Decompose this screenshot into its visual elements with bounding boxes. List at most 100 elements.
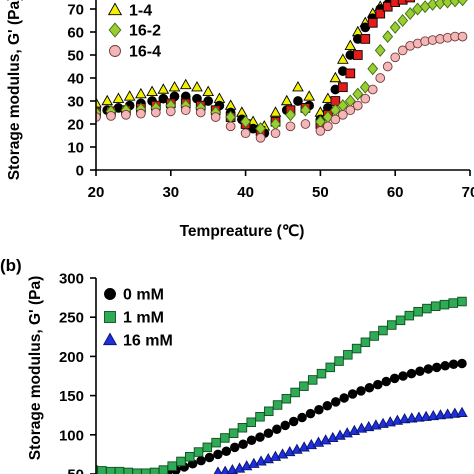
panel-a-point [397,45,408,56]
panel-b-point [221,446,232,457]
panel-a-point [404,7,416,21]
panel-a-point [345,68,356,79]
panel-a-point [337,82,348,93]
panel-b-point [343,350,353,360]
panel-a-y-tick-label: 20 [67,117,84,134]
panel-b-point [246,435,257,446]
panel-a-point [191,81,203,92]
panel-a-point [269,106,282,117]
panel-a-legend-marker [108,22,122,38]
panel-a-x-tick-label: 40 [237,184,254,201]
panel-a-y-tick-label: 60 [67,25,84,42]
panel-b-point [432,362,442,373]
panel-b-point [54,464,63,473]
panel-b-point [406,368,417,379]
panel-b-y-tick-label: 250 [59,310,84,327]
panel-b-y-tick-label: 150 [59,388,84,405]
panel-a-point [352,50,363,60]
panel-a-point [123,90,136,101]
panel-a-point [270,128,281,139]
panel-b-point [360,337,371,348]
panel-b-point [420,410,432,421]
panel-b-point [158,465,169,474]
panel-a-point [344,39,357,50]
panel-b-point [211,437,221,448]
panel-b-point [441,408,454,419]
panel-b-y-tick-label: 300 [59,271,84,288]
panel-b-point [264,406,274,417]
panel-a-legend: 1-4 16-2 16-4 [107,2,161,61]
panel-a-y-tick-label: 70 [67,2,84,19]
panel-b-point [398,413,411,424]
panel-a-legend-label: 16-2 [129,23,161,40]
panel-a-point [195,107,206,118]
panel-b-y-tick-label: 100 [59,427,84,444]
panel-a-x-tick-label: 50 [312,184,329,201]
panel-b-legend-marker [102,332,118,346]
panel-a-point [322,92,334,103]
panel-b-point [229,442,240,453]
panel-b-point [149,467,160,474]
panel-b-point [184,452,195,462]
panel-b-point [314,404,324,415]
panel-b-point [202,442,213,453]
panel-a-point [374,43,386,57]
panel-b-point [456,406,468,417]
panel-a-point [240,115,252,129]
panel-b-point [448,298,458,308]
panel-a-point [360,34,371,44]
panel-a-point [427,0,439,11]
panel-b-point [423,364,434,374]
panel-a-point [157,83,170,94]
panel-b-point [430,301,441,311]
panel-b-point [290,387,300,398]
panel-b-point [246,417,256,428]
panel-b-point [297,412,307,423]
panel-b-label: (b) [0,256,22,275]
panel-b-point [334,356,344,366]
panel-b-point [167,461,177,471]
panel-a-point [121,109,131,120]
panel-a-point [315,126,326,136]
panel-a-legend-marker [109,45,121,57]
panel-b-point [281,393,292,404]
panel-a-point [135,87,147,99]
panel-b-point [448,359,459,369]
panel-a-point [150,107,161,118]
panel-b-chart: (b) 50 100 150 200 250 300 0 mM 1 mM 16 mM Stor… [0,256,468,474]
panel-a-point [382,30,394,44]
panel-a-point [345,105,356,116]
panel-a-x-tick-label: 20 [88,184,105,201]
panel-b-point [316,368,327,379]
panel-a-point [397,14,409,27]
panel-a-x-tick-label: 60 [387,184,404,201]
panel-b-point [213,466,223,474]
panel-a-point [285,108,296,122]
panel-a-legend-label: 1-4 [129,3,152,20]
panel-b-point [255,412,265,422]
panel-b-point [105,466,116,474]
panel-a-point [419,0,431,14]
panel-a-point [168,81,181,92]
panel-b-point [415,366,425,377]
panel-b-point [439,299,450,310]
panel-b-point [255,432,265,442]
panel-a-point [457,31,468,42]
panel-b-legend-marker [104,311,116,323]
panel-a-x-axis-label: Tempreature (℃) [180,223,305,240]
panel-b-point [237,422,248,433]
panel-b-point [288,416,299,427]
panel-b-point [193,447,204,457]
panel-a-point [280,94,293,106]
panel-b-y-tick-label: 50 [67,467,84,474]
panel-a-point [389,20,401,34]
panel-b-point [364,383,375,393]
panel-b-point [280,420,291,431]
panel-a-point [367,17,378,28]
panel-a-point [300,119,311,129]
panel-a-y-tick-label: 10 [67,140,84,157]
panel-a-point [210,112,221,122]
panel-b-point [434,409,447,420]
panel-b-point [307,375,318,385]
